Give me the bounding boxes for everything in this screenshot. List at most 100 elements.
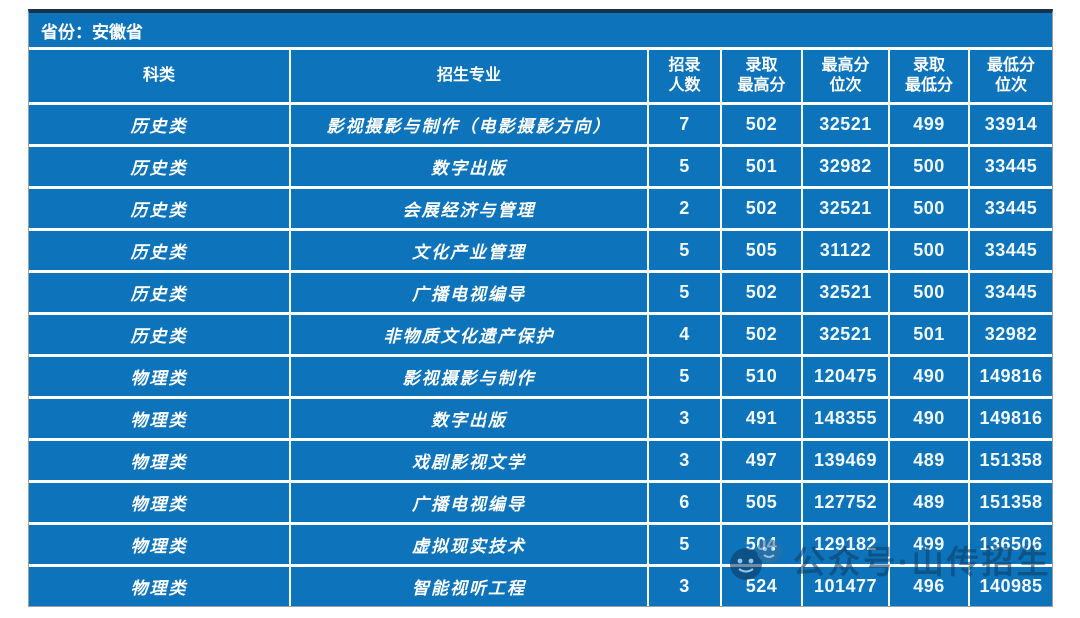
cell-max-score-rank: 120475 — [803, 357, 888, 396]
col-header-admit-max-score-line1: 录取 — [745, 57, 778, 74]
cell-max-score-rank: 129182 — [803, 525, 888, 564]
cell-category: 物理类 — [29, 567, 289, 606]
cell-admit-max-score: 501 — [722, 147, 801, 186]
table-row: 历史类 非物质文化遗产保护 4 502 32521 501 32982 — [29, 315, 1052, 354]
cell-enroll-count: 7 — [649, 105, 720, 144]
cell-min-score-rank: 33445 — [970, 189, 1052, 228]
cell-admit-max-score: 510 — [722, 357, 801, 396]
cell-category: 物理类 — [29, 399, 289, 438]
table-row: 历史类 会展经济与管理 2 502 32521 500 33445 — [29, 189, 1052, 228]
cell-min-score-rank: 33445 — [970, 231, 1052, 270]
table-body: 历史类 影视摄影与制作（电影摄影方向） 7 502 32521 499 3391… — [29, 105, 1052, 606]
cell-admit-min-score: 500 — [890, 273, 968, 312]
cell-category: 物理类 — [29, 441, 289, 480]
cell-major: 广播电视编导 — [291, 483, 647, 522]
province-title-bar: 省份：安徽省 — [29, 13, 1052, 47]
cell-admit-min-score: 500 — [890, 189, 968, 228]
table-row: 物理类 影视摄影与制作 5 510 120475 490 149816 — [29, 357, 1052, 396]
cell-enroll-count: 6 — [649, 483, 720, 522]
cell-major: 会展经济与管理 — [291, 189, 647, 228]
cell-min-score-rank: 149816 — [970, 399, 1052, 438]
cell-admit-max-score: 502 — [722, 273, 801, 312]
col-header-major: 招生专业 — [291, 50, 647, 102]
cell-category: 历史类 — [29, 189, 289, 228]
col-header-max-score-rank-line2: 位次 — [829, 77, 862, 94]
cell-admit-min-score: 489 — [890, 441, 968, 480]
cell-admit-max-score: 504 — [722, 525, 801, 564]
cell-min-score-rank: 33445 — [970, 147, 1052, 186]
cell-major: 智能视听工程 — [291, 567, 647, 606]
cell-admit-max-score: 491 — [722, 399, 801, 438]
cell-enroll-count: 4 — [649, 315, 720, 354]
cell-admit-min-score: 499 — [890, 105, 968, 144]
cell-max-score-rank: 32521 — [803, 273, 888, 312]
col-header-enroll-count-line2: 人数 — [668, 77, 701, 94]
cell-admit-max-score: 502 — [722, 315, 801, 354]
cell-admit-max-score: 505 — [722, 483, 801, 522]
table-header-row: 科类 招生专业 招录 人数 录取 最高分 最高分 位次 录取 最低分 最 — [29, 50, 1052, 102]
cell-min-score-rank: 149816 — [970, 357, 1052, 396]
cell-major: 数字出版 — [291, 147, 647, 186]
cell-admit-min-score: 490 — [890, 357, 968, 396]
table-row: 历史类 数字出版 5 501 32982 500 33445 — [29, 147, 1052, 186]
cell-major: 广播电视编导 — [291, 273, 647, 312]
cell-admit-min-score: 489 — [890, 483, 968, 522]
cell-admit-min-score: 501 — [890, 315, 968, 354]
cell-enroll-count: 5 — [649, 147, 720, 186]
cell-admit-max-score: 502 — [722, 189, 801, 228]
cell-max-score-rank: 127752 — [803, 483, 888, 522]
cell-enroll-count: 3 — [649, 567, 720, 606]
table-row: 历史类 广播电视编导 5 502 32521 500 33445 — [29, 273, 1052, 312]
col-header-enroll-count-line1: 招录 — [668, 57, 701, 74]
cell-category: 物理类 — [29, 483, 289, 522]
col-header-admit-max-score-line2: 最高分 — [737, 77, 786, 94]
table-row: 物理类 虚拟现实技术 5 504 129182 499 136506 — [29, 525, 1052, 564]
table-row: 历史类 文化产业管理 5 505 31122 500 33445 — [29, 231, 1052, 270]
cell-category: 历史类 — [29, 273, 289, 312]
cell-enroll-count: 5 — [649, 273, 720, 312]
col-header-admit-min-score-line1: 录取 — [912, 57, 945, 74]
table-grid: 科类 招生专业 招录 人数 录取 最高分 最高分 位次 录取 最低分 最 — [29, 47, 1052, 606]
cell-major: 影视摄影与制作 — [291, 357, 647, 396]
cell-major: 影视摄影与制作（电影摄影方向） — [291, 105, 647, 144]
col-header-enroll-count: 招录 人数 — [649, 50, 720, 102]
cell-enroll-count: 3 — [649, 441, 720, 480]
col-header-max-score-rank-line1: 最高分 — [821, 57, 870, 74]
cell-category: 历史类 — [29, 147, 289, 186]
cell-min-score-rank: 33445 — [970, 273, 1052, 312]
cell-major: 虚拟现实技术 — [291, 525, 647, 564]
cell-enroll-count: 5 — [649, 231, 720, 270]
cell-admit-min-score: 499 — [890, 525, 968, 564]
cell-min-score-rank: 136506 — [970, 525, 1052, 564]
col-header-min-score-rank-line2: 位次 — [994, 77, 1027, 94]
cell-enroll-count: 5 — [649, 525, 720, 564]
cell-category: 物理类 — [29, 357, 289, 396]
cell-min-score-rank: 140985 — [970, 567, 1052, 606]
cell-category: 物理类 — [29, 525, 289, 564]
cell-category: 历史类 — [29, 105, 289, 144]
cell-max-score-rank: 148355 — [803, 399, 888, 438]
cell-max-score-rank: 139469 — [803, 441, 888, 480]
cell-major: 戏剧影视文学 — [291, 441, 647, 480]
admission-table: 省份：安徽省 科类 招生专业 招录 人数 录取 最高分 最高分 位次 录取 — [28, 9, 1053, 607]
cell-max-score-rank: 32982 — [803, 147, 888, 186]
cell-max-score-rank: 32521 — [803, 189, 888, 228]
col-header-admit-min-score-line2: 最低分 — [904, 77, 953, 94]
cell-min-score-rank: 151358 — [970, 483, 1052, 522]
cell-enroll-count: 3 — [649, 399, 720, 438]
cell-enroll-count: 5 — [649, 357, 720, 396]
cell-category: 历史类 — [29, 231, 289, 270]
cell-min-score-rank: 32982 — [970, 315, 1052, 354]
col-header-admit-max-score: 录取 最高分 — [722, 50, 801, 102]
col-header-min-score-rank: 最低分 位次 — [970, 50, 1052, 102]
cell-admit-max-score: 524 — [722, 567, 801, 606]
table-row: 物理类 数字出版 3 491 148355 490 149816 — [29, 399, 1052, 438]
cell-admit-max-score: 505 — [722, 231, 801, 270]
cell-admit-min-score: 496 — [890, 567, 968, 606]
table-row: 历史类 影视摄影与制作（电影摄影方向） 7 502 32521 499 3391… — [29, 105, 1052, 144]
cell-min-score-rank: 33914 — [970, 105, 1052, 144]
table-row: 物理类 智能视听工程 3 524 101477 496 140985 — [29, 567, 1052, 606]
cell-major: 非物质文化遗产保护 — [291, 315, 647, 354]
cell-admit-min-score: 490 — [890, 399, 968, 438]
cell-category: 历史类 — [29, 315, 289, 354]
